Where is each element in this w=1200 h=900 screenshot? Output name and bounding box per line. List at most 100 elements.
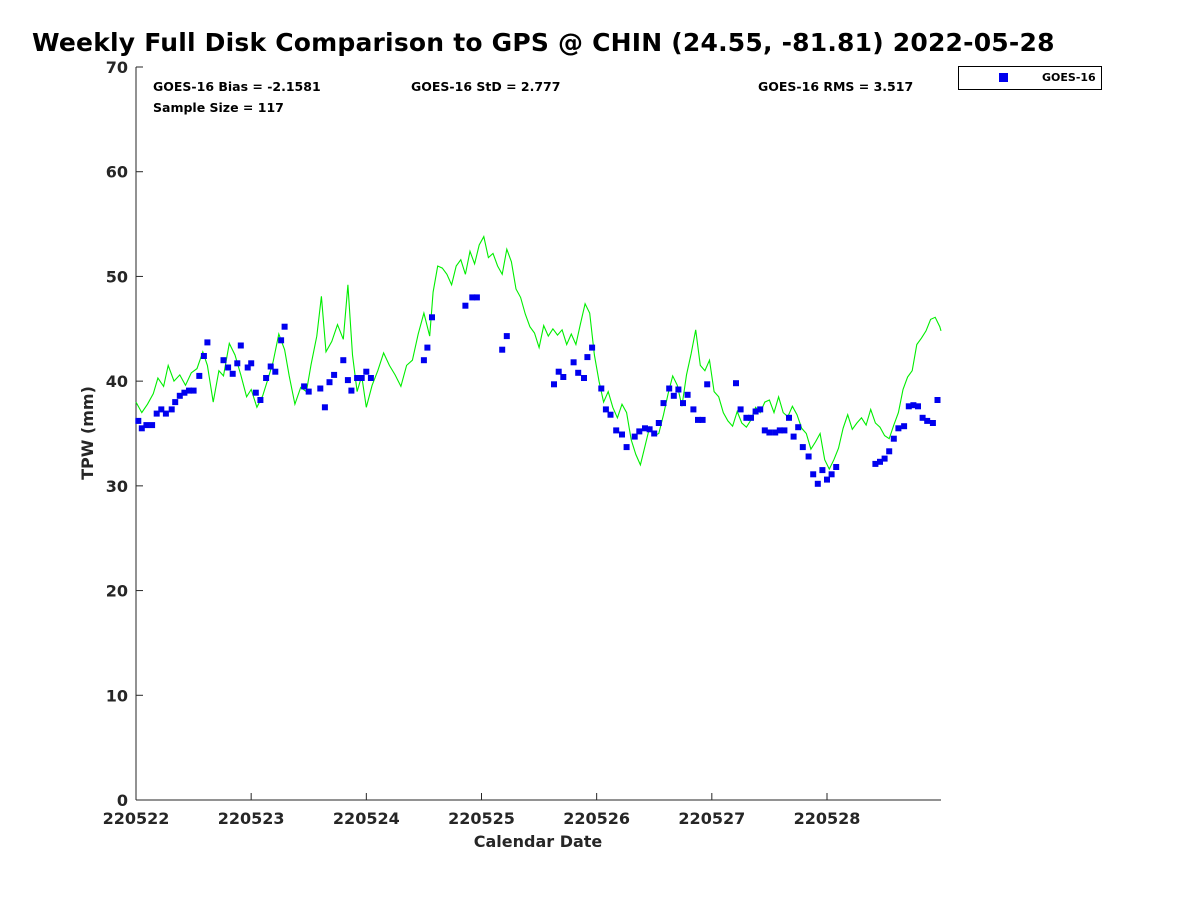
y-tick-label: 70 <box>106 58 128 77</box>
goes-point <box>598 385 605 392</box>
goes-point <box>890 435 897 442</box>
x-tick-label: 220523 <box>218 809 285 828</box>
goes-point <box>190 387 197 394</box>
goes-point <box>317 385 324 392</box>
goes-point <box>651 430 658 437</box>
legend-marker-goes <box>999 73 1008 82</box>
x-tick-label: 220525 <box>448 809 515 828</box>
chart-title: Weekly Full Disk Comparison to GPS @ CHI… <box>32 28 1055 57</box>
goes-point <box>229 370 236 377</box>
goes-point <box>670 392 677 399</box>
goes-point <box>473 294 480 301</box>
goes-point <box>589 344 596 351</box>
goes-point <box>675 386 682 393</box>
goes-point <box>910 402 917 409</box>
axes <box>135 67 941 801</box>
goes-point <box>551 381 557 388</box>
goes-point <box>469 294 476 301</box>
goes-point <box>462 302 469 309</box>
goes-point <box>281 323 288 330</box>
goes-point <box>631 433 638 440</box>
goes-point <box>607 411 614 418</box>
goes-point <box>819 467 826 474</box>
goes-point <box>248 360 255 367</box>
gps-series <box>135 235 942 471</box>
goes-point <box>363 368 370 375</box>
goes-point <box>877 458 883 465</box>
goes-point <box>158 406 165 413</box>
gps-line <box>135 235 942 471</box>
goes-point <box>666 385 673 392</box>
goes-point <box>805 453 812 460</box>
goes-point <box>733 380 739 387</box>
goes-point <box>743 414 750 421</box>
goes-point <box>636 428 643 435</box>
goes-point <box>704 381 711 388</box>
goes-point <box>799 444 806 451</box>
goes-point <box>934 397 941 403</box>
goes-point <box>814 480 821 487</box>
legend-box <box>958 66 1102 90</box>
goes-point <box>772 429 779 436</box>
goes-point <box>690 406 697 413</box>
goes-point <box>252 389 259 396</box>
goes-point <box>367 375 374 381</box>
goes-point <box>143 422 150 429</box>
goes-point <box>257 397 264 403</box>
goes-point <box>344 377 351 384</box>
goes-point <box>695 416 701 423</box>
sample-size-annotation: Sample Size = 117 <box>153 100 284 115</box>
goes-point <box>828 471 835 478</box>
goes-point <box>915 403 921 410</box>
goes-point <box>872 460 879 467</box>
goes-point <box>321 404 328 411</box>
goes-point <box>153 410 160 417</box>
goes-point <box>340 357 347 364</box>
goes-point <box>646 426 653 433</box>
goes-point <box>244 364 251 371</box>
goes-point <box>354 375 361 381</box>
goes-point <box>699 416 706 423</box>
goes-point <box>901 423 908 430</box>
goes-point <box>149 422 156 429</box>
goes-point <box>186 387 192 394</box>
goes-point <box>555 368 562 375</box>
y-tick-label: 0 <box>117 791 128 810</box>
goes-point <box>684 391 691 398</box>
goes-point <box>786 414 792 421</box>
goes-point <box>660 400 667 407</box>
goes-point <box>234 360 241 367</box>
x-tick-label: 220524 <box>333 809 400 828</box>
x-tick-label: 220528 <box>794 809 861 828</box>
y-tick-label: 50 <box>106 267 128 286</box>
goes-point <box>348 387 355 394</box>
goes-point <box>181 389 188 396</box>
goes-point <box>761 427 768 434</box>
goes-point <box>326 379 333 386</box>
x-tick-label: 220526 <box>563 809 630 828</box>
goes-point <box>919 414 926 421</box>
goes-point <box>781 427 788 434</box>
goes-point <box>905 403 912 410</box>
goes-point <box>581 375 587 381</box>
ticks: 0 10 20 30 40 50 60 70 220522 220523 220524 220525 2… <box>103 58 861 828</box>
goes-point <box>642 425 648 432</box>
goes-point <box>776 427 783 434</box>
goes-point <box>790 433 797 440</box>
goes-point <box>757 406 764 413</box>
goes-point <box>655 420 662 426</box>
goes-point <box>575 369 582 376</box>
goes-point <box>225 364 232 371</box>
goes-point <box>168 406 175 413</box>
goes-point <box>135 417 142 424</box>
goes-point <box>560 374 567 380</box>
y-tick-label: 10 <box>106 686 128 705</box>
goes-point <box>752 408 759 415</box>
y-tick-label: 40 <box>106 372 128 391</box>
goes-point <box>429 314 435 321</box>
goes-point <box>680 400 686 407</box>
goes-point <box>138 425 145 432</box>
goes-series <box>135 294 941 487</box>
goes-point <box>358 375 365 381</box>
